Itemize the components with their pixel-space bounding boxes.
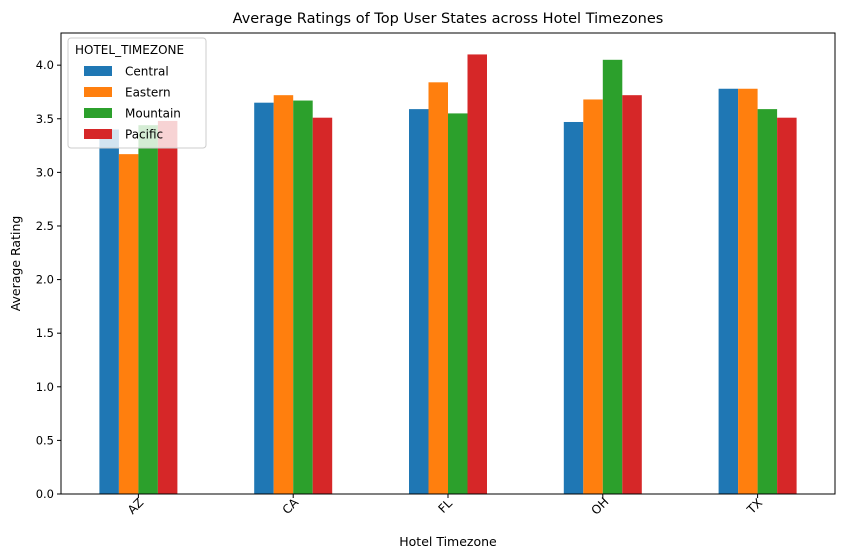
x-axis: AZ CA FL OH TX xyxy=(125,494,765,518)
bar-mountain-tx xyxy=(757,109,778,495)
bar-pacific-fl xyxy=(467,54,487,494)
bar-eastern-oh xyxy=(583,99,603,495)
legend-label-eastern: Eastern xyxy=(125,86,171,100)
legend-swatch-central xyxy=(84,66,112,76)
y-tick-label: 3.5 xyxy=(36,112,54,126)
y-tick-label: 0.5 xyxy=(36,433,54,447)
y-axis-label: Average Rating xyxy=(8,216,23,312)
y-tick-label: 0.0 xyxy=(36,487,54,501)
bar-central-fl xyxy=(409,109,429,495)
bar-eastern-fl xyxy=(428,82,448,494)
x-tick-label: TX xyxy=(744,496,766,518)
bar-central-tx xyxy=(718,88,739,494)
x-tick-label: FL xyxy=(435,496,455,516)
legend-swatch-eastern xyxy=(84,87,112,97)
legend-label-central: Central xyxy=(125,65,169,79)
y-tick-label: 1.0 xyxy=(36,380,54,394)
legend-label-pacific: Pacific xyxy=(125,128,163,142)
y-tick-label: 4.0 xyxy=(36,58,54,72)
y-axis: 0.0 0.5 1.0 1.5 2.0 2.5 3.0 3.5 4.0 xyxy=(36,58,61,501)
bar-pacific-ca xyxy=(312,117,333,495)
legend-swatch-mountain xyxy=(84,108,112,118)
bar-central-ca xyxy=(254,102,274,495)
bar-eastern-az xyxy=(118,154,139,494)
x-tick-label: AZ xyxy=(125,495,147,517)
bar-mountain-ca xyxy=(293,100,313,494)
y-tick-label: 1.5 xyxy=(36,326,54,340)
legend-box xyxy=(67,37,207,149)
y-tick-label: 2.0 xyxy=(36,273,54,287)
bar-pacific-oh xyxy=(622,95,642,494)
legend-label-mountain: Mountain xyxy=(125,107,181,121)
bar-mountain-fl xyxy=(448,113,468,494)
x-tick-label: CA xyxy=(280,495,302,517)
bar-eastern-tx xyxy=(738,88,758,494)
legend: HOTEL_TIMEZONE Central Eastern Mountain Paci… xyxy=(67,37,207,149)
x-axis-label: Hotel Timezone xyxy=(399,534,497,549)
y-tick-label: 2.5 xyxy=(36,219,54,233)
bar-central-az xyxy=(99,129,119,494)
y-tick-label: 3.0 xyxy=(36,165,54,179)
bar-mountain-az xyxy=(138,125,158,494)
bars-layer xyxy=(99,54,797,495)
plot-frame xyxy=(60,32,836,495)
bar-central-oh xyxy=(563,121,584,495)
legend-title: HOTEL_TIMEZONE xyxy=(75,43,184,57)
bar-eastern-ca xyxy=(273,95,294,494)
bar-mountain-oh xyxy=(602,59,623,494)
chart-title: Average Ratings of Top User States acros… xyxy=(233,11,664,27)
bar-pacific-tx xyxy=(777,117,797,495)
x-tick-label: OH xyxy=(588,495,611,518)
legend-swatch-pacific xyxy=(84,129,112,139)
bar-pacific-az xyxy=(157,120,178,495)
